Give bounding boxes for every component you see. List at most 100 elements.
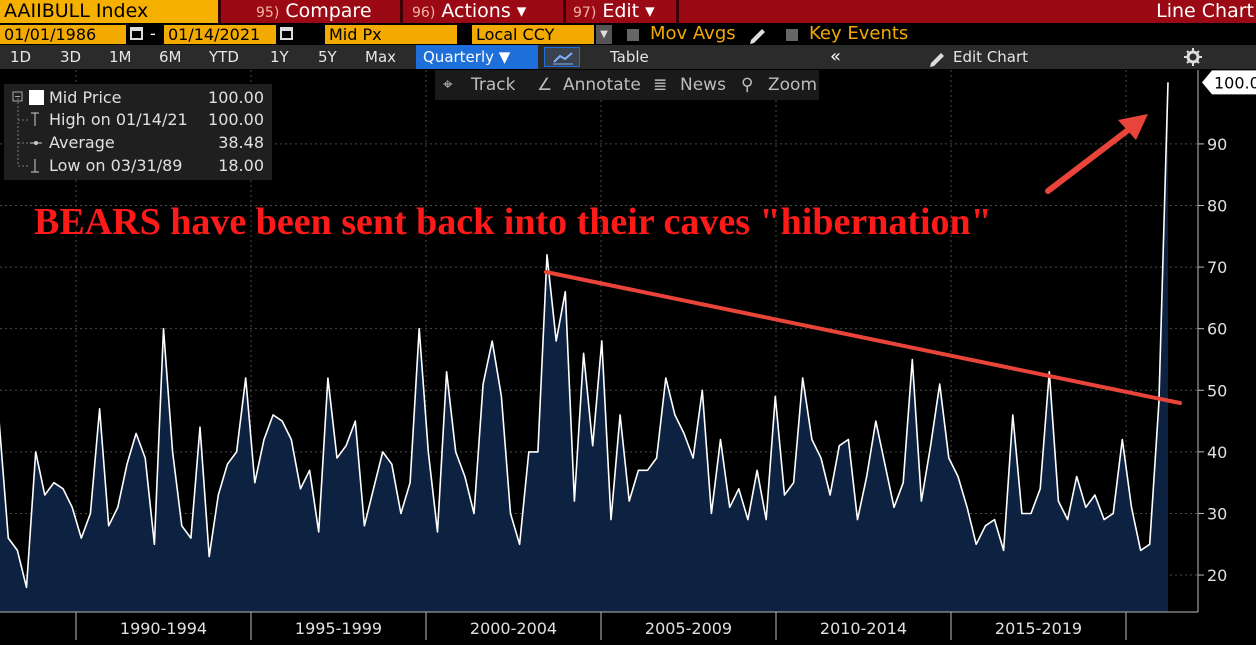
price-line: [0, 82, 1169, 589]
legend-low-label: Low on 03/31/89: [49, 156, 183, 175]
chart-legend: Mid Price 100.00 High on 01/14/21 100.00…: [4, 84, 272, 180]
calendar-icon[interactable]: [130, 27, 143, 40]
annotate-button[interactable]: Annotate: [563, 75, 641, 95]
average-marker-icon: [30, 141, 42, 145]
end-date-field[interactable]: 01/14/2021: [164, 25, 276, 44]
y-tick-label: 40: [1207, 443, 1227, 462]
y-tick-label: 60: [1207, 320, 1227, 339]
last-value-label: 100.00: [1202, 70, 1256, 95]
chart-toolbar: ⌖ Track ∠ Annotate ≣ News ⚲ Zoom: [435, 70, 819, 100]
edit-label: Edit ▾: [602, 0, 655, 22]
period-1d[interactable]: 1D: [10, 48, 32, 66]
title-bar: AAIIBULL Index 95) Compare 96) Actions ▾…: [0, 0, 1256, 23]
legend-average-value: 38.48: [218, 133, 264, 152]
price-area: [0, 82, 1168, 612]
series-swatch: [29, 90, 44, 105]
y-tick-label: 20: [1207, 566, 1227, 585]
x-tick-label: 1990-1994: [120, 619, 207, 638]
legend-row-average[interactable]: Average 38.48: [4, 132, 272, 154]
crosshair-icon[interactable]: ⌖: [443, 75, 453, 95]
news-button[interactable]: News: [680, 75, 726, 95]
actions-menu[interactable]: 96) Actions ▾: [412, 0, 526, 23]
actions-label: Actions ▾: [441, 0, 527, 22]
legend-average-label: Average: [49, 133, 115, 152]
actions-num: 96): [412, 5, 436, 21]
period-3d[interactable]: 3D: [60, 48, 82, 66]
high-marker-icon: [31, 112, 39, 126]
y-tick-label: 90: [1207, 135, 1227, 154]
period-max[interactable]: Max: [365, 48, 397, 66]
edit-num: 97): [573, 5, 597, 21]
legend-high-value: 100.00: [208, 110, 264, 129]
separator: [218, 0, 221, 23]
trend-line: [544, 270, 1182, 405]
x-tick-label: 2010-2014: [820, 619, 907, 638]
x-tick-label: 1995-1999: [295, 619, 382, 638]
chart-axes: [0, 70, 1199, 640]
field-bar: 01/01/1986 - 01/14/2021 Mid Px Local CCY…: [0, 23, 1256, 45]
period-bar: 1D 3D 1M 6M YTD 1Y 5Y Max Quarterly ▼ Ta…: [0, 45, 1256, 69]
y-tick-label: 70: [1207, 258, 1227, 277]
period-6m[interactable]: 6M: [159, 48, 182, 66]
gear-icon[interactable]: [1183, 45, 1203, 69]
period-5y[interactable]: 5Y: [318, 48, 337, 66]
edit-chart-button[interactable]: Edit Chart: [953, 48, 1029, 66]
annotation-arrow: [1045, 124, 1135, 194]
line-chart-icon[interactable]: [544, 47, 580, 67]
legend-row-low[interactable]: Low on 03/31/89 18.00: [4, 155, 272, 177]
y-axis-labels: 20 30 40 50 60 70 80 90: [1198, 135, 1227, 585]
y-tick-label: 50: [1207, 381, 1227, 400]
x-tick-label: 2005-2009: [645, 619, 732, 638]
x-tick-label: 2015-2019: [995, 619, 1082, 638]
legend-low-value: 18.00: [218, 156, 264, 175]
x-tick-label: 2000-2004: [470, 619, 557, 638]
y-tick-label: 30: [1207, 504, 1227, 523]
legend-high-label: High on 01/14/21: [49, 110, 188, 129]
mov-avgs-label[interactable]: Mov Avgs: [650, 23, 736, 44]
period-1m[interactable]: 1M: [109, 48, 132, 66]
period-1y[interactable]: 1Y: [270, 48, 289, 66]
legend-mid-price-label: Mid Price: [49, 88, 122, 107]
key-events-label[interactable]: Key Events: [809, 23, 909, 44]
annotation-text[interactable]: BEARS have been sent back into their cav…: [34, 201, 992, 243]
key-events-checkbox[interactable]: [786, 29, 798, 41]
separator: [400, 0, 403, 23]
separator: [563, 0, 566, 23]
zoom-button[interactable]: Zoom: [768, 75, 818, 95]
legend-row-high[interactable]: High on 01/14/21 100.00: [4, 109, 272, 131]
x-axis-labels: 1990-1994 1995-1999 2000-2004 2005-2009 2010…: [120, 619, 1082, 638]
search-icon[interactable]: ⚲: [741, 75, 754, 95]
news-icon[interactable]: ≣: [653, 75, 668, 95]
legend-row-mid-price[interactable]: Mid Price 100.00: [4, 87, 272, 109]
last-value-text: 100.00: [1214, 73, 1256, 92]
chevron-down-icon[interactable]: ▼: [596, 25, 612, 44]
annotation-arrowhead: [1118, 114, 1148, 140]
frequency-select[interactable]: Quarterly ▼: [416, 45, 538, 69]
legend-tree-lines: [17, 98, 42, 173]
period-ytd[interactable]: YTD: [209, 48, 239, 66]
pencil-icon[interactable]: [928, 45, 950, 69]
field-select[interactable]: Mid Px: [325, 25, 457, 44]
date-separator: -: [150, 24, 156, 43]
currency-select[interactable]: Local CCY: [472, 25, 594, 44]
calendar-icon[interactable]: [280, 27, 293, 40]
y-tick-label: 80: [1207, 197, 1227, 216]
last-value-box: [1202, 70, 1256, 95]
collapse-tree-icon[interactable]: [12, 91, 26, 105]
low-marker-icon: [31, 159, 39, 173]
compare-label: Compare: [285, 0, 372, 22]
mov-avgs-checkbox[interactable]: [627, 29, 639, 41]
separator: [676, 0, 679, 23]
track-button[interactable]: Track: [471, 75, 516, 95]
annotate-icon[interactable]: ∠: [537, 75, 553, 95]
start-date-field[interactable]: 01/01/1986: [0, 25, 126, 44]
edit-menu[interactable]: 97) Edit ▾: [573, 0, 655, 23]
compare-menu[interactable]: 95) Compare: [256, 0, 372, 23]
legend-mid-price-value: 100.00: [208, 88, 264, 107]
collapse-icon[interactable]: «: [830, 46, 842, 67]
table-button[interactable]: Table: [610, 48, 649, 66]
pencil-icon[interactable]: [748, 23, 768, 45]
chart-type-label[interactable]: Line Chart: [1156, 0, 1254, 22]
ticker-field[interactable]: AAIIBULL Index: [0, 0, 218, 23]
